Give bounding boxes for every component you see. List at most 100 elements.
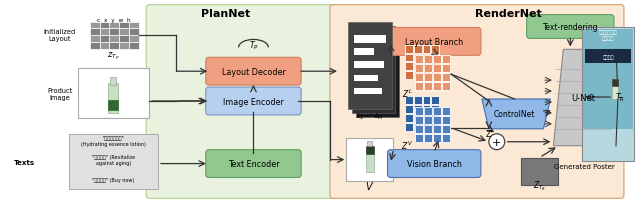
Bar [433,134,441,142]
Bar [424,65,432,73]
Bar [404,63,413,71]
Bar [356,30,399,117]
Bar [424,108,432,115]
Bar [442,83,450,91]
Bar [99,29,109,36]
Bar [415,65,423,73]
Bar [120,43,129,50]
Text: Layout Branch: Layout Branch [405,38,463,47]
Bar [431,45,440,53]
Bar [433,74,441,82]
Bar [611,80,618,100]
Bar [422,97,431,105]
FancyBboxPatch shape [206,88,301,115]
Text: Product
Image: Product Image [47,87,72,100]
Bar [424,134,432,142]
Bar [120,22,129,29]
Bar [431,97,440,105]
Bar [346,138,394,182]
Bar [354,36,385,44]
Text: Initialized
Layout: Initialized Layout [44,29,76,42]
Bar [90,36,99,43]
Bar [404,106,413,114]
Text: Image Encoder: Image Encoder [223,97,284,106]
Text: $T_R$: $T_R$ [615,91,625,104]
Bar [585,50,631,64]
Bar [582,28,634,161]
Text: "即刻下单" (Buy now): "即刻下单" (Buy now) [92,177,134,182]
Bar [442,74,450,82]
Bar [354,76,378,82]
Text: U-Net: U-Net [572,93,595,102]
Bar [520,158,558,185]
Bar [404,54,413,62]
FancyBboxPatch shape [388,150,481,178]
Bar [365,148,374,172]
Bar [422,45,431,53]
Bar [404,123,413,131]
Text: $V$: $V$ [365,180,374,192]
Text: 即刻下单: 即刻下单 [602,54,614,60]
FancyBboxPatch shape [388,28,481,56]
Bar [109,22,120,29]
Bar [415,83,423,91]
Bar [120,29,129,36]
Bar [442,116,450,124]
Bar [415,125,423,133]
Bar [413,54,422,62]
Bar [422,63,431,71]
Bar [404,72,413,80]
Text: +: + [492,137,502,147]
Bar [404,45,413,53]
Bar [413,97,422,105]
Bar [413,106,422,114]
FancyBboxPatch shape [330,6,624,198]
Bar [367,142,372,146]
FancyBboxPatch shape [146,6,337,198]
Text: $Z^L$: $Z^L$ [402,88,413,100]
Bar [354,89,381,95]
Bar [431,106,440,114]
Bar [415,56,423,64]
Bar [431,63,440,71]
Bar [431,123,440,131]
Polygon shape [554,50,613,146]
Bar [433,125,441,133]
Bar [413,45,422,53]
Text: Texts: Texts [13,159,35,165]
Text: ControlNet: ControlNet [494,110,535,119]
Bar [109,36,120,43]
Bar [424,74,432,82]
Bar [442,65,450,73]
Bar [433,83,441,91]
Text: 补水精华乳液
修复抗老: 补水精华乳液 修复抗老 [598,30,618,41]
Bar [99,22,109,29]
Bar [120,36,129,43]
Bar [68,134,158,190]
Bar [108,101,118,110]
Bar [77,69,149,118]
Bar [433,108,441,115]
Bar [129,22,140,29]
Text: Layout Decoder: Layout Decoder [221,67,285,76]
Bar [422,123,431,131]
Text: Z': Z' [485,130,493,139]
Bar [354,62,383,69]
Bar [442,56,450,64]
Bar [413,115,422,122]
Bar [109,29,120,36]
Bar [611,79,618,86]
Text: PlanNet: PlanNet [201,9,250,19]
Text: "修复抗老" (Revitalize
against aging): "修复抗老" (Revitalize against aging) [92,154,135,165]
Bar [99,36,109,43]
Text: $L_1 \;\cdots\; L_M$: $L_1 \;\cdots\; L_M$ [356,111,383,121]
Bar [415,134,423,142]
Text: $Z^V$: $Z^V$ [401,139,413,151]
Text: $z_{T_P}$: $z_{T_P}$ [107,50,120,62]
Bar [129,36,140,43]
Bar [422,115,431,122]
Bar [365,146,374,154]
Bar [442,108,450,115]
Bar [129,29,140,36]
Bar [413,72,422,80]
